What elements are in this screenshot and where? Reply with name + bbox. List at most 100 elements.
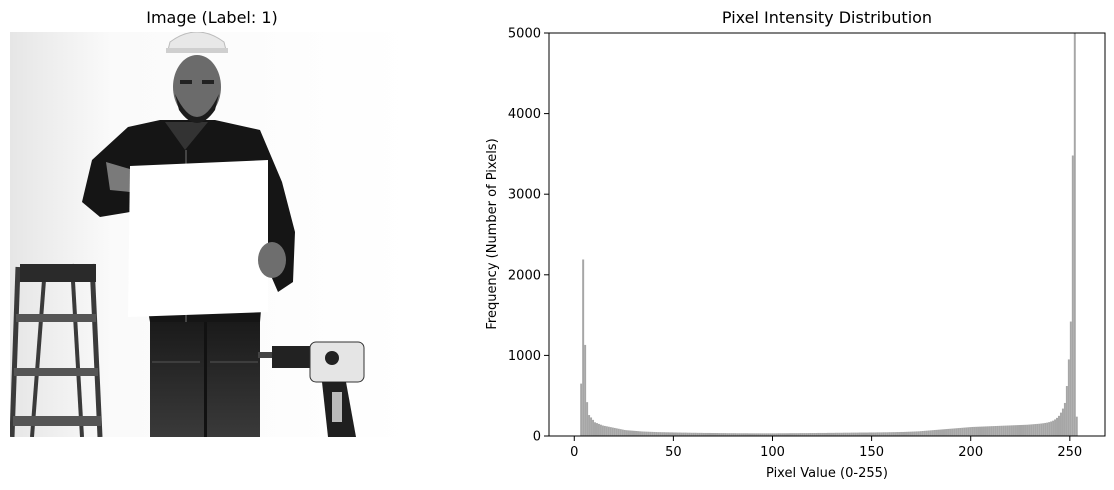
histogram-bar [753, 433, 756, 436]
histogram-bar [827, 432, 829, 436]
histogram-bar [872, 432, 875, 436]
histogram-bar [769, 433, 772, 436]
histogram-bar [789, 433, 792, 436]
histogram-bar [809, 433, 812, 436]
histogram-bar [708, 432, 711, 436]
histogram-bar [990, 426, 993, 436]
histogram-bar [856, 432, 859, 436]
histogram-bar [763, 433, 766, 436]
histogram-bar [1022, 424, 1025, 436]
histogram-bar [759, 433, 762, 436]
histogram-bar [590, 417, 593, 436]
histogram-bar [797, 433, 800, 436]
histogram-bar [904, 431, 906, 436]
histogram-bar [876, 432, 879, 436]
histogram-bar [917, 431, 920, 436]
histogram-bar [832, 432, 835, 436]
histogram-bar [923, 430, 926, 436]
histogram-bar [927, 430, 930, 436]
histogram-bar [627, 430, 630, 436]
histogram-bar [740, 433, 743, 436]
histogram-bar [785, 433, 788, 436]
histogram-bar [647, 431, 650, 436]
histogram-bar [637, 431, 640, 436]
x-tick-label: 200 [958, 445, 983, 460]
histogram-bar [1044, 422, 1047, 436]
x-tick-label: 0 [570, 445, 578, 460]
histogram-bar [629, 430, 632, 436]
histogram-bar [803, 433, 806, 436]
histogram-bar [605, 426, 608, 436]
histogram-bar [594, 422, 596, 436]
histogram-bar [957, 428, 960, 436]
histogram-bar [688, 432, 691, 436]
histogram-bar [799, 433, 802, 436]
histogram-bar [844, 432, 847, 436]
histogram-bar [1032, 424, 1035, 436]
histogram-bar [580, 383, 583, 436]
x-tick-label: 250 [1057, 445, 1082, 460]
histogram-bar [937, 429, 940, 436]
histogram-bar [734, 433, 737, 436]
histogram-bar [1058, 415, 1060, 436]
histogram-bar [1030, 424, 1033, 436]
histogram-bar [736, 433, 739, 436]
histogram-bar [682, 432, 685, 436]
chart-title: Pixel Intensity Distribution [722, 8, 932, 27]
histogram-bar [1063, 402, 1066, 436]
histogram-bar [888, 432, 891, 436]
histogram-bar [933, 430, 936, 436]
histogram-bar [971, 426, 974, 436]
histogram-bar [757, 433, 760, 436]
histogram-bar [898, 432, 901, 436]
histogram-bar [896, 432, 899, 436]
histogram-bar [761, 433, 764, 436]
histogram-bar [825, 432, 827, 436]
histogram-bar [925, 430, 928, 436]
histogram-bar [631, 430, 634, 436]
histogram-bar [746, 433, 749, 436]
histogram-bar [775, 433, 778, 436]
histogram-bar [748, 433, 750, 436]
histogram-bar [783, 433, 786, 436]
histogram-bar [805, 433, 808, 436]
histogram-bar [623, 429, 626, 436]
histogram-bar [994, 426, 997, 436]
histogram-bar [955, 428, 958, 436]
histogram-bar [603, 425, 606, 436]
image-title: Image (Label: 1) [146, 8, 278, 27]
histogram-bar [951, 428, 954, 436]
histogram-bar [823, 432, 826, 436]
construction-worker-photo [10, 32, 414, 437]
histogram-bar [982, 426, 985, 436]
histogram-bars [580, 33, 1078, 436]
histogram-bar [651, 431, 654, 436]
histogram-bar [915, 431, 918, 436]
histogram-bar [947, 428, 950, 436]
histogram-bar [619, 429, 622, 436]
histogram-bar [663, 432, 666, 436]
histogram-bar [1065, 386, 1068, 436]
histogram-bar [939, 429, 942, 436]
histogram-bar [838, 432, 841, 436]
histogram-bar [678, 432, 681, 436]
histogram-bar [1026, 424, 1029, 436]
x-tick-label: 150 [859, 445, 884, 460]
histogram-bar [848, 432, 851, 436]
histogram-bar [1020, 424, 1023, 436]
histogram-bar [988, 426, 991, 436]
histogram-bar [834, 432, 837, 436]
histogram-bar [882, 432, 885, 436]
histogram-bar [611, 427, 614, 436]
histogram-bar [692, 432, 695, 436]
histogram-bar [686, 432, 689, 436]
histogram-bar [649, 431, 652, 436]
histogram-bar [625, 430, 628, 436]
histogram-bar [1048, 422, 1051, 436]
histogram-bar [921, 431, 924, 436]
y-tick-label: 1000 [508, 349, 541, 364]
histogram-bar [998, 425, 1001, 436]
histogram-bar [795, 433, 798, 436]
histogram-bar [592, 419, 595, 436]
histogram-bar [854, 432, 857, 436]
